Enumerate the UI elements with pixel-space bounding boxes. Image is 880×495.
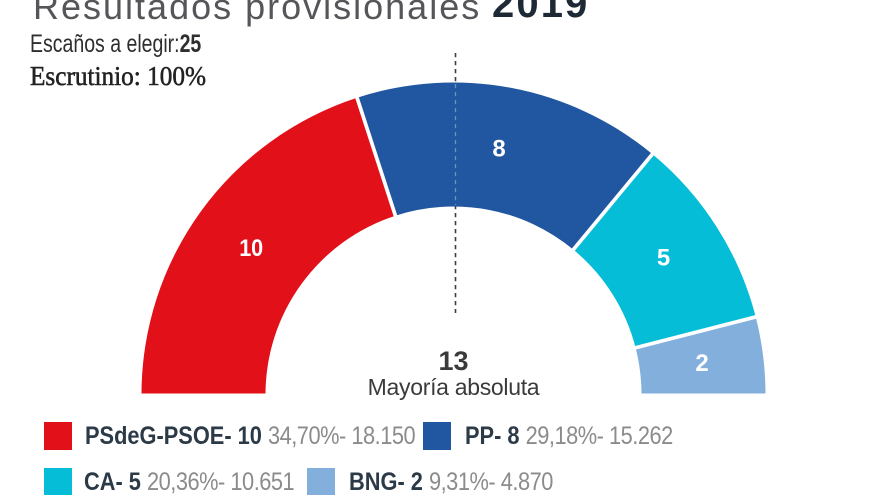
svg-text:5: 5 — [657, 245, 670, 272]
svg-text:10: 10 — [239, 235, 263, 262]
svg-text:8: 8 — [492, 136, 505, 163]
svg-text:2: 2 — [695, 350, 708, 377]
